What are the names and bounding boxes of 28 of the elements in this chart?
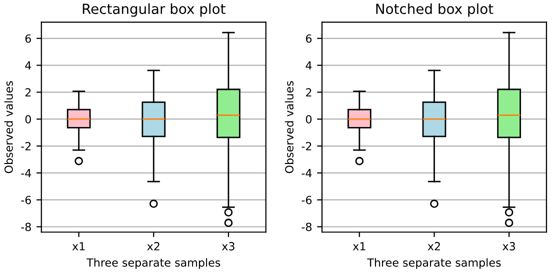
y-tick-label: -2: [21, 142, 31, 150]
x-axis-title: Three separate samples: [86, 258, 220, 269]
y-axis-title: Observed values: [4, 81, 13, 174]
y-tick-label: 4: [25, 61, 32, 70]
y-tick-label: -8: [302, 222, 312, 232]
y-tick-label: -6: [21, 196, 31, 204]
y-tick-label: 0: [25, 115, 31, 124]
x-tick-label: x3: [222, 242, 234, 250]
y-tick-label: 6: [306, 34, 312, 43]
y-axis-title: Observed values: [284, 81, 294, 174]
y-tick-label: 2: [25, 88, 31, 96]
x-tick-label: x1: [352, 242, 366, 250]
y-tick-label: -6: [302, 196, 312, 204]
x-axis-title: Three separate samples: [367, 258, 501, 269]
y-tick-label: -4: [302, 169, 312, 178]
y-tick-label: 0: [306, 115, 312, 124]
y-tick-label: -4: [21, 169, 32, 178]
x-tick-label: x2: [147, 242, 160, 250]
x-tick-label: x1: [72, 242, 85, 250]
y-tick-label: 4: [306, 61, 312, 70]
y-tick-label: 2: [306, 88, 312, 96]
y-tick-label: -8: [21, 222, 31, 232]
chart-title: Notched box plot: [376, 3, 494, 17]
x-tick-label: x3: [502, 242, 515, 250]
y-tick-label: -2: [302, 142, 312, 150]
chart-title: Rectangular box plot: [82, 3, 226, 17]
x-tick-label: x2: [428, 242, 440, 250]
y-tick-label: 6: [25, 34, 31, 43]
